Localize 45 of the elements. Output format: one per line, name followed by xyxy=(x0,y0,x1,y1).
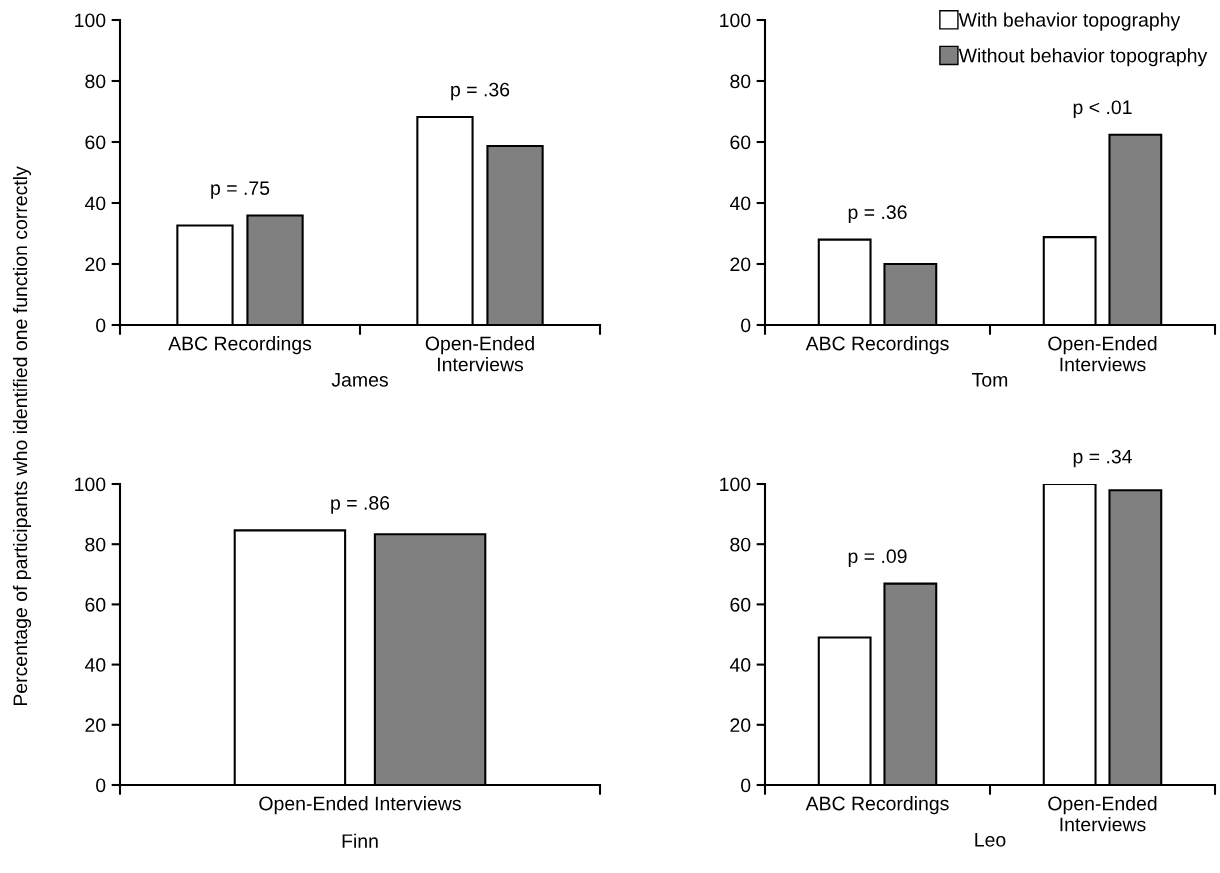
y-tick-label: 0 xyxy=(741,318,751,333)
x-tick-label: Open-Ended Interviews xyxy=(1048,796,1157,832)
y-tick-label: 40 xyxy=(729,196,751,211)
y-tick-label: 80 xyxy=(85,74,106,89)
y-tick-label: 100 xyxy=(75,13,106,28)
annotation: p = .86 xyxy=(331,496,390,514)
y-tick-label: 60 xyxy=(730,135,751,150)
text: p = .34 xyxy=(1073,449,1132,468)
y-tick-label: 80 xyxy=(730,537,751,552)
y-tick-label: 40 xyxy=(84,658,106,672)
annotation: p = .75 xyxy=(211,181,270,199)
y-tick-label: 20 xyxy=(730,718,751,733)
x-axis-title: Finn xyxy=(342,833,378,848)
annotation: p = .36 xyxy=(848,205,907,223)
y-tick-label: 100 xyxy=(75,477,106,492)
y-tick-label: 20 xyxy=(730,257,751,272)
annotation: p = .09 xyxy=(848,549,907,567)
y-tick-label: 20 xyxy=(85,257,106,272)
x-tick-label: Open-Ended Interviews xyxy=(425,336,534,372)
y-tick-label: 80 xyxy=(85,537,106,552)
y-tick-label: 20 xyxy=(85,718,106,733)
y-tick-label: 0 xyxy=(96,778,106,793)
annotation: p = .36 xyxy=(451,82,510,101)
y-tick-label: 0 xyxy=(96,318,106,333)
legend-label: With behavior topography xyxy=(958,12,1181,31)
annotation: p < .01 xyxy=(1073,100,1132,119)
x-tick-label: Open-Ended Interviews xyxy=(259,796,461,815)
x-tick-label: ABC Recordings xyxy=(805,336,949,355)
y-tick-label: 40 xyxy=(84,196,106,211)
y-tick-label: 100 xyxy=(720,13,751,28)
y-tick-label: 60 xyxy=(85,135,106,150)
x-axis-title: James xyxy=(331,373,388,387)
x-tick-label: ABC Recordings xyxy=(805,796,949,815)
y-tick-label: 40 xyxy=(729,658,751,672)
y-tick-label: 0 xyxy=(741,778,751,793)
y-axis-title: Percentage of participants who identified one function correctly xyxy=(12,166,32,706)
y-tick-label: 80 xyxy=(730,74,751,89)
x-axis-title: Leo xyxy=(975,833,1006,847)
x-tick-label: ABC Recordings xyxy=(168,336,312,355)
y-tick-label: 100 xyxy=(720,477,751,492)
x-tick-label: Open-Ended Interviews xyxy=(1048,336,1157,372)
x-axis-title: Tom xyxy=(972,373,1008,387)
legend-label: Without behavior topography xyxy=(958,48,1208,67)
y-tick-label: 60 xyxy=(730,597,751,612)
y-tick-label: 60 xyxy=(85,597,106,612)
